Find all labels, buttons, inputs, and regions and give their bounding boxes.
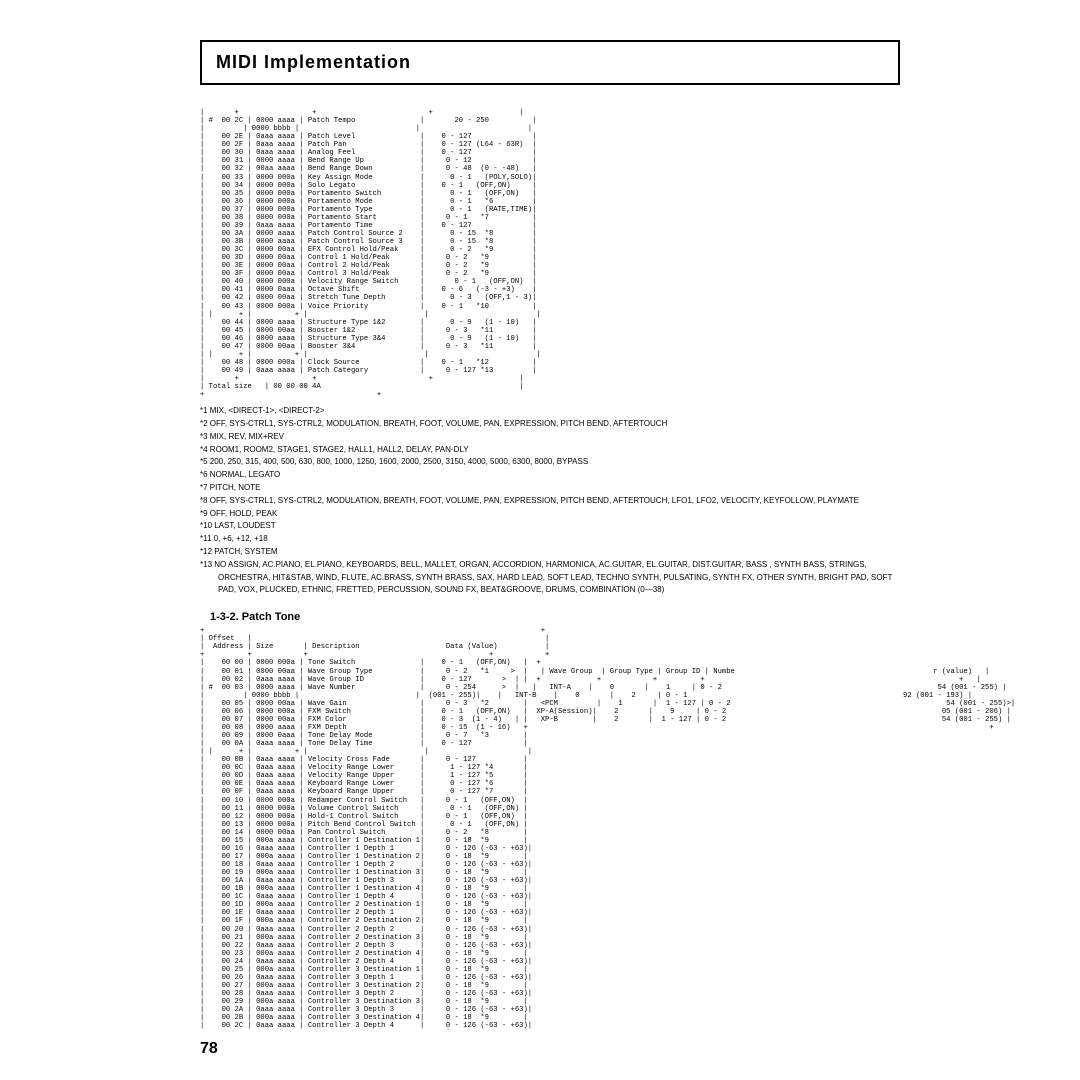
header-title: MIDI Implementation (200, 40, 900, 85)
page-number: 78 (200, 1040, 218, 1058)
patch-common-table: | + + + | | # 00 2C | 0000 aaaa | Patch … (200, 109, 900, 399)
patch-tone-table: + + | Offset | | | Address | Size | Desc… (200, 627, 900, 1030)
section-subtitle: 1-3-2. Patch Tone (210, 611, 900, 623)
footnotes: *1 MIX, <DIRECT-1>, <DIRECT-2>*2 OFF, SY… (200, 405, 900, 597)
